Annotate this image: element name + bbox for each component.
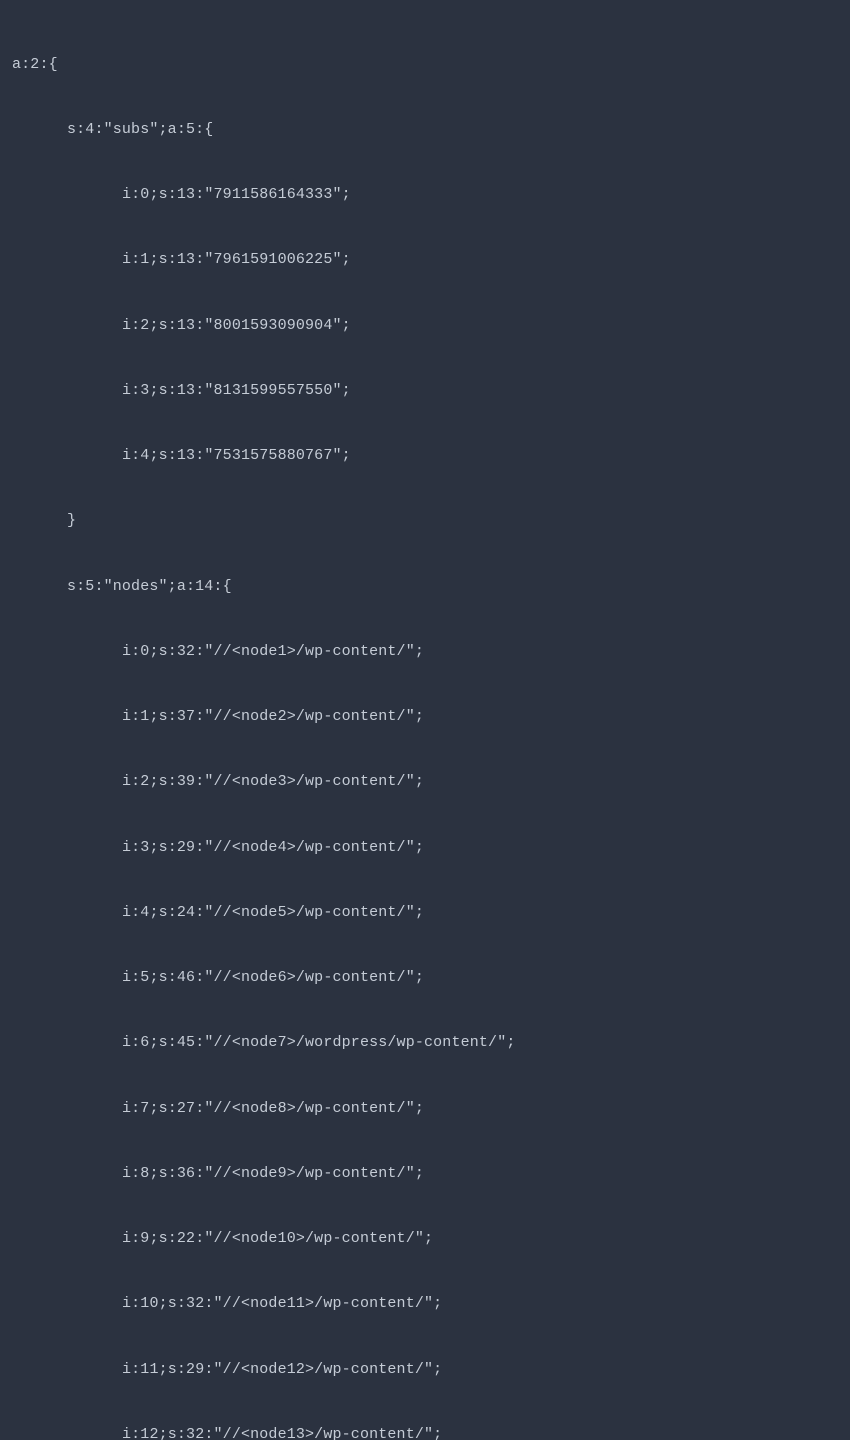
nodes-item: i:7;s:27:"//<node8>/wp-content/";	[12, 1098, 838, 1120]
nodes-item: i:6;s:45:"//<node7>/wordpress/wp-content…	[12, 1032, 838, 1054]
subs-item: i:3;s:13:"8131599557550";	[12, 380, 838, 402]
nodes-item: i:9;s:22:"//<node10>/wp-content/";	[12, 1228, 838, 1250]
subs-item: i:1;s:13:"7961591006225";	[12, 249, 838, 271]
nodes-item: i:2;s:39:"//<node3>/wp-content/";	[12, 771, 838, 793]
nodes-item: i:0;s:32:"//<node1>/wp-content/";	[12, 641, 838, 663]
nodes-item: i:12;s:32:"//<node13>/wp-content/";	[12, 1424, 838, 1440]
php-serialized-code: a:2:{ s:4:"subs";a:5:{ i:0;s:13:"7911586…	[12, 10, 838, 1440]
nodes-item: i:1;s:37:"//<node2>/wp-content/";	[12, 706, 838, 728]
nodes-item: i:4;s:24:"//<node5>/wp-content/";	[12, 902, 838, 924]
subs-header: s:4:"subs";a:5:{	[12, 119, 838, 141]
subs-item: i:0;s:13:"7911586164333";	[12, 184, 838, 206]
subs-item: i:4;s:13:"7531575880767";	[12, 445, 838, 467]
nodes-item: i:5;s:46:"//<node6>/wp-content/";	[12, 967, 838, 989]
subs-close: }	[12, 510, 838, 532]
nodes-header: s:5:"nodes";a:14:{	[12, 576, 838, 598]
nodes-item: i:10;s:32:"//<node11>/wp-content/";	[12, 1293, 838, 1315]
nodes-item: i:3;s:29:"//<node4>/wp-content/";	[12, 837, 838, 859]
nodes-item: i:11;s:29:"//<node12>/wp-content/";	[12, 1359, 838, 1381]
subs-item: i:2;s:13:"8001593090904";	[12, 315, 838, 337]
nodes-item: i:8;s:36:"//<node9>/wp-content/";	[12, 1163, 838, 1185]
root-open: a:2:{	[12, 54, 838, 76]
